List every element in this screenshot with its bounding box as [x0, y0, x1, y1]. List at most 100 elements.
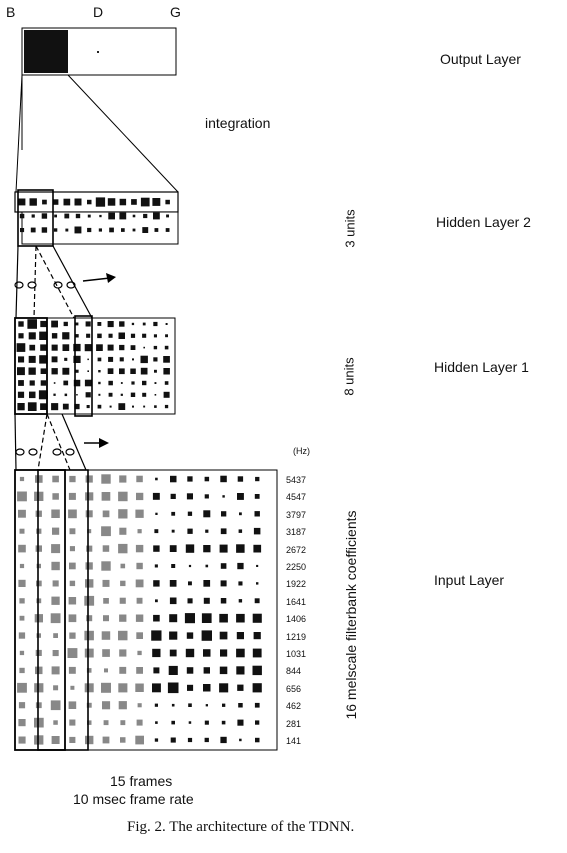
activation-cell — [254, 702, 260, 708]
activation-cell — [18, 198, 26, 206]
activation-cell — [18, 736, 26, 744]
input-layer-grid — [14, 469, 278, 751]
activation-cell — [169, 649, 177, 657]
activation-cell — [219, 613, 228, 623]
hidden-layer-2-grid — [14, 189, 179, 247]
activation-cell — [108, 380, 113, 386]
activation-cell — [63, 321, 68, 327]
activation-cell — [136, 632, 143, 639]
activation-cell — [186, 632, 194, 639]
activation-cell — [154, 564, 158, 568]
activation-cell — [75, 213, 81, 219]
activation-cell — [187, 598, 193, 604]
activation-cell — [34, 614, 43, 623]
activation-cell — [130, 333, 136, 338]
activation-cell — [68, 701, 77, 709]
activation-cell — [101, 631, 111, 640]
activation-cell — [118, 332, 125, 339]
activation-cell — [132, 228, 136, 232]
activation-cell — [85, 579, 94, 588]
activation-cell — [152, 683, 161, 693]
activation-cell — [18, 632, 26, 639]
frequency-label: 1922 — [286, 579, 307, 590]
frequency-label: 1031 — [286, 649, 307, 659]
activation-cell — [135, 509, 144, 518]
integration-lines — [15, 74, 179, 193]
activation-cell — [118, 509, 128, 519]
activation-cell — [53, 228, 58, 232]
activation-cell — [19, 563, 25, 569]
activation-cell — [64, 213, 70, 219]
activation-cell — [87, 370, 89, 372]
activation-cell — [166, 214, 169, 218]
activation-cell — [222, 495, 225, 498]
activation-cell — [170, 493, 176, 499]
activation-cell — [41, 213, 48, 219]
activation-cell — [187, 511, 193, 516]
activation-cell — [165, 334, 168, 338]
activation-cell — [28, 332, 36, 340]
activation-cell — [238, 703, 243, 708]
activation-cell — [155, 721, 158, 724]
activation-cell — [137, 703, 142, 708]
input-units-label: 16 melscale filterbank coefficients — [343, 510, 359, 720]
activation-cell — [107, 344, 114, 351]
hz-unit-label: (Hz) — [293, 446, 310, 456]
frequency-label: 281 — [286, 718, 302, 729]
activation-cell — [34, 683, 44, 693]
activation-cell — [18, 719, 26, 727]
activation-cell — [70, 685, 75, 690]
activation-cell — [153, 345, 158, 350]
activation-cell — [119, 198, 127, 206]
activation-cell — [155, 512, 158, 515]
activation-cell — [154, 738, 159, 742]
activation-cell — [104, 668, 108, 673]
activation-cell — [171, 529, 175, 533]
activation-cell — [101, 492, 111, 501]
activation-cell — [140, 367, 148, 375]
activation-cell — [203, 684, 211, 692]
activation-cell — [52, 527, 60, 535]
activation-cell — [135, 579, 144, 588]
activation-cell — [102, 510, 110, 518]
activation-cell — [118, 543, 128, 554]
activation-cell — [252, 613, 262, 623]
activation-cell — [76, 394, 78, 396]
activation-cell — [69, 580, 76, 587]
activation-cell — [62, 403, 69, 410]
activation-cell — [143, 213, 148, 219]
activation-cell — [154, 529, 159, 534]
activation-cell — [18, 321, 24, 327]
connection-loops-upper — [14, 281, 76, 289]
activation-cell — [188, 703, 192, 707]
activation-cell — [84, 344, 92, 352]
activation-cell — [203, 545, 211, 553]
activation-cell — [188, 721, 192, 724]
activation-cell — [18, 544, 26, 553]
activation-cell — [163, 368, 170, 375]
activation-cell — [239, 738, 242, 742]
activation-cell — [29, 344, 36, 351]
activation-cell — [51, 333, 58, 339]
activation-cell — [101, 682, 111, 693]
hidden1-window-1 — [14, 317, 48, 415]
activation-cell — [53, 633, 58, 638]
hidden2-units-label: 3 units — [342, 209, 358, 248]
activation-cell — [154, 703, 158, 707]
activation-cell — [40, 380, 47, 386]
input-layer-label: Input Layer — [434, 572, 505, 588]
activation-cell — [205, 704, 208, 707]
activation-cell — [171, 703, 175, 707]
activation-cell — [84, 379, 92, 387]
activation-cell — [154, 369, 157, 373]
activation-cell — [108, 392, 113, 397]
activation-cell — [86, 405, 90, 409]
activation-cell — [18, 702, 26, 709]
output-label-d: D — [93, 4, 104, 20]
activation-cell — [87, 214, 91, 218]
activation-cell — [120, 382, 123, 384]
activation-cell — [87, 358, 89, 361]
activation-cell — [119, 597, 126, 604]
activation-cell — [63, 198, 71, 206]
activation-cell — [64, 357, 68, 361]
